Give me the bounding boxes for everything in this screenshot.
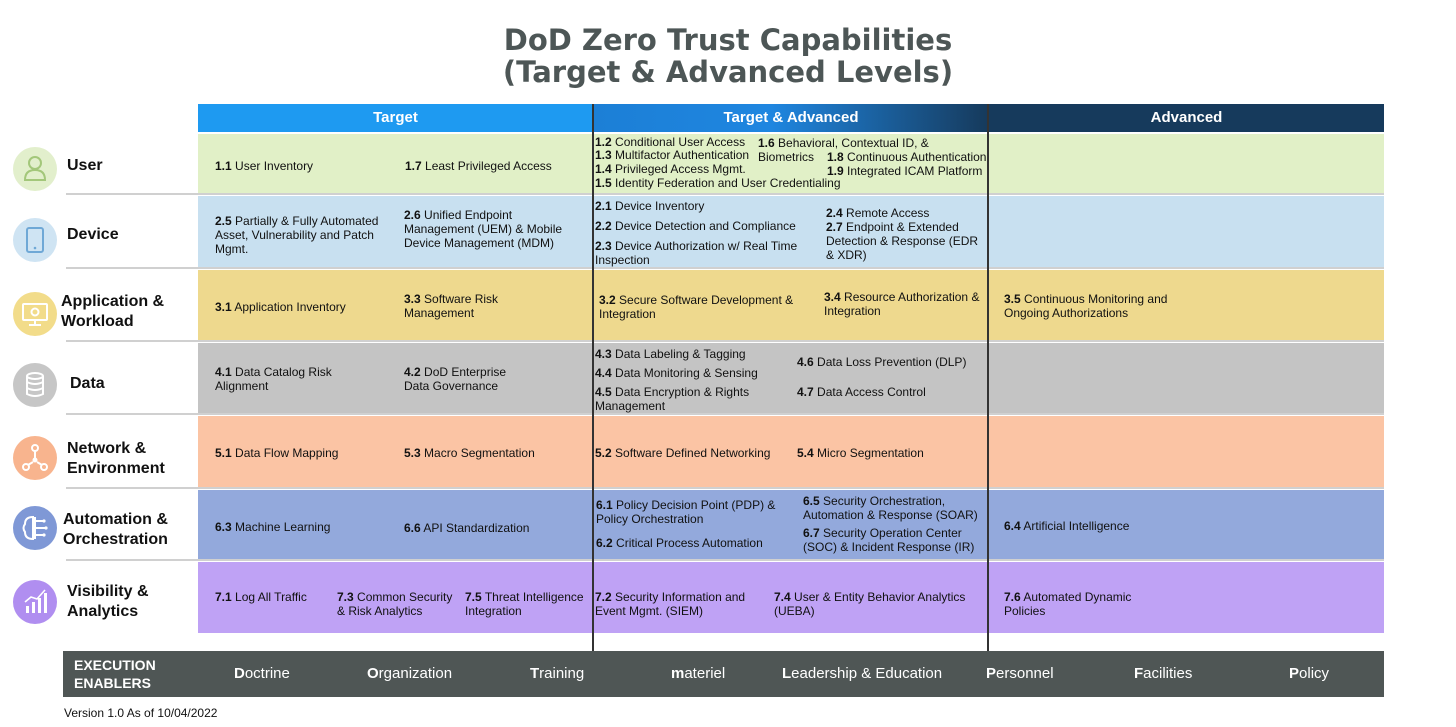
row-divider [66, 487, 1384, 489]
capability-4-4: 4.4 Data Monitoring & Sensing [595, 366, 758, 380]
column-header-advanced: Advanced [989, 104, 1384, 132]
enabler-facilities: Facilities [1134, 665, 1193, 682]
capability-4-2: 4.2 DoD Enterprise Data Governance [404, 365, 507, 393]
row-divider [66, 413, 1384, 415]
enabler-policy: Policy [1289, 665, 1330, 682]
capability-6-6: 6.6 API Standardization [404, 521, 530, 535]
user-icon [13, 147, 57, 191]
row-data [198, 343, 1384, 413]
capability-3-2: 3.2 Secure Software Development & Integr… [599, 293, 794, 321]
database-icon [13, 363, 57, 407]
row-visibility [198, 562, 1384, 633]
pillar-label-automation: Automation & Orchestration [63, 511, 168, 548]
capability-7-4: 7.4 User & Entity Behavior Analytics (UE… [774, 590, 966, 618]
capability-3-4: 3.4 Resource Authorization & Integration [824, 290, 980, 318]
capability-1-6: 1.6 Behavioral, Contextual ID, & Biometr… [758, 136, 929, 164]
capability-6-4: 6.4 Artificial Intelligence [1004, 519, 1130, 533]
capability-5-3: 5.3 Macro Segmentation [404, 446, 535, 460]
enabler-doctrine: Doctrine [234, 665, 290, 682]
execution-enablers-title: EXECUTION ENABLERS [74, 657, 156, 691]
page-title: DoD Zero Trust Capabilities (Target & Ad… [0, 24, 1456, 88]
capability-1-1: 1.1 User Inventory [215, 159, 314, 173]
network-nodes-icon [13, 436, 57, 480]
tablet-icon [13, 218, 57, 262]
row-automation [198, 490, 1384, 559]
column-divider-left [592, 104, 594, 651]
bar-chart-icon [13, 580, 57, 624]
capability-4-5: 4.5 Data Encryption & Rights Management [595, 385, 750, 413]
capability-2-5: 2.5 Partially & Fully Automated Asset, V… [215, 214, 379, 256]
row-divider [66, 193, 1384, 195]
capability-6-3: 6.3 Machine Learning [215, 520, 331, 534]
capability-2-3: 2.3 Device Authorization w/ Real Time In… [595, 239, 798, 267]
capability-4-3: 4.3 Data Labeling & Tagging [595, 347, 746, 361]
capability-7-5: 7.5 Threat Intelligence Integration [465, 590, 584, 618]
pillar-label-application: Application & Workload [61, 293, 165, 330]
capability-1-8: 1.8 Continuous Authentication [827, 150, 987, 164]
capability-2-7: 2.7 Endpoint & Extended Detection & Resp… [826, 220, 979, 262]
enabler-training: Training [530, 665, 585, 682]
capability-5-2: 5.2 Software Defined Networking [595, 446, 771, 460]
capability-4-7: 4.7 Data Access Control [797, 385, 926, 399]
enabler-personnel: Personnel [986, 665, 1054, 682]
monitor-gear-icon [13, 292, 57, 336]
capability-1-3: 1.3 Multifactor Authentication [595, 148, 750, 162]
capability-7-3: 7.3 Common Security & Risk Analytics [337, 590, 453, 618]
execution-enablers-bar [63, 651, 1384, 697]
capability-2-6: 2.6 Unified Endpoint Management (UEM) & … [404, 208, 563, 250]
capability-5-4: 5.4 Micro Segmentation [797, 446, 924, 460]
title-line-2: (Target & Advanced Levels) [502, 55, 954, 89]
capability-2-1: 2.1 Device Inventory [595, 199, 705, 213]
pillar-label-network: Network & Environment [67, 440, 165, 477]
row-device [198, 196, 1384, 267]
capability-5-1: 5.1 Data Flow Mapping [215, 446, 339, 460]
capability-1-2: 1.2 Conditional User Access [595, 135, 746, 149]
row-divider [66, 559, 1384, 561]
brain-circuit-icon [13, 506, 57, 550]
capability-1-9: 1.9 Integrated ICAM Platform [827, 164, 983, 178]
capability-3-5: 3.5 Continuous Monitoring and Ongoing Au… [1004, 292, 1168, 320]
title-line-1: DoD Zero Trust Capabilities [503, 23, 953, 57]
column-header-target: Target [198, 104, 593, 132]
row-application [198, 270, 1384, 340]
capability-4-6: 4.6 Data Loss Prevention (DLP) [797, 355, 967, 369]
row-divider [66, 267, 1384, 269]
capability-3-1: 3.1 Application Inventory [215, 300, 346, 314]
capability-6-1: 6.1 Policy Decision Point (PDP) & Policy… [596, 498, 776, 526]
enabler-leadership-education: Leadership & Education [782, 665, 943, 682]
capability-7-6: 7.6 Automated Dynamic Policies [1004, 590, 1132, 618]
column-header-target-advanced: Target & Advanced [594, 104, 988, 132]
capability-3-3: 3.3 Software Risk Management [404, 292, 499, 320]
capability-1-5: 1.5 Identity Federation and User Credent… [595, 176, 841, 190]
pillar-label-data: Data [70, 375, 105, 392]
capability-2-2: 2.2 Device Detection and Compliance [595, 219, 796, 233]
capability-6-2: 6.2 Critical Process Automation [596, 536, 763, 550]
row-divider [66, 340, 1384, 342]
capability-7-1: 7.1 Log All Traffic [215, 590, 307, 604]
row-user [198, 134, 1384, 193]
pillar-label-device: Device [67, 226, 119, 243]
capability-4-1: 4.1 Data Catalog Risk Alignment [215, 365, 332, 393]
pillar-label-visibility: Visibility & Analytics [67, 583, 149, 620]
capability-7-2: 7.2 Security Information and Event Mgmt.… [595, 590, 746, 618]
enabler-organization: Organization [367, 665, 453, 682]
enabler-materiel: materiel [671, 665, 726, 682]
capability-1-4: 1.4 Privileged Access Mgmt. [595, 162, 746, 176]
capability-6-7: 6.7 Security Operation Center (SOC) & In… [803, 526, 975, 554]
capability-1-7: 1.7 Least Privileged Access [405, 159, 552, 173]
row-network [198, 416, 1384, 487]
capability-6-5: 6.5 Security Orchestration, Automation &… [803, 494, 978, 522]
version-note: Version 1.0 As of 10/04/2022 [64, 706, 218, 720]
capability-2-4: 2.4 Remote Access [826, 206, 930, 220]
column-divider-right [987, 104, 989, 651]
pillar-label-user: User [67, 157, 103, 174]
